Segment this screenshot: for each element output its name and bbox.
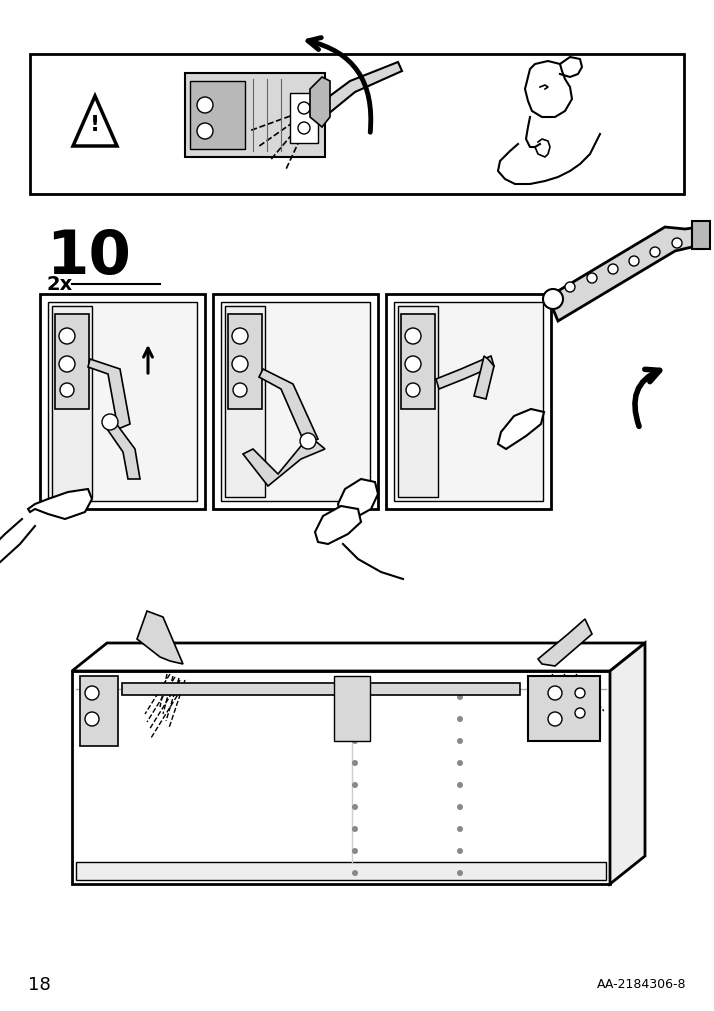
Polygon shape (259, 370, 318, 445)
Bar (290, 94, 318, 144)
Circle shape (298, 123, 310, 134)
Bar (80, 676, 118, 746)
Circle shape (457, 695, 463, 701)
Circle shape (650, 248, 660, 258)
Bar (72, 671, 610, 885)
Circle shape (197, 98, 213, 114)
Bar (52, 306, 92, 497)
Circle shape (672, 239, 682, 249)
Polygon shape (436, 357, 494, 389)
Circle shape (587, 274, 597, 284)
Polygon shape (538, 620, 592, 666)
Polygon shape (243, 440, 325, 486)
Bar (55, 314, 89, 409)
Bar (185, 74, 325, 158)
Bar (40, 295, 205, 510)
Bar (398, 306, 438, 497)
Circle shape (59, 357, 75, 373)
Circle shape (457, 716, 463, 722)
Circle shape (575, 688, 585, 699)
Circle shape (232, 357, 248, 373)
Bar (228, 314, 262, 409)
Circle shape (406, 383, 420, 397)
Polygon shape (72, 643, 645, 671)
Bar (528, 676, 600, 741)
Circle shape (575, 709, 585, 718)
Polygon shape (137, 612, 183, 664)
Circle shape (85, 713, 99, 726)
Bar (30, 55, 684, 195)
Polygon shape (315, 507, 361, 545)
Circle shape (233, 383, 247, 397)
Circle shape (352, 804, 358, 810)
Polygon shape (73, 97, 117, 147)
Circle shape (405, 357, 421, 373)
Circle shape (313, 105, 327, 119)
Circle shape (405, 329, 421, 345)
Circle shape (548, 713, 562, 726)
Circle shape (457, 804, 463, 810)
Circle shape (352, 716, 358, 722)
Polygon shape (88, 360, 130, 430)
Text: !: ! (90, 115, 100, 134)
Circle shape (352, 760, 358, 766)
Bar (122, 683, 347, 696)
Polygon shape (310, 78, 330, 127)
Circle shape (608, 265, 618, 275)
Circle shape (352, 783, 358, 789)
Polygon shape (28, 489, 92, 520)
Bar (190, 82, 245, 150)
Polygon shape (105, 423, 140, 479)
Bar (401, 314, 435, 409)
Circle shape (543, 290, 563, 309)
Circle shape (629, 257, 639, 267)
Circle shape (565, 283, 575, 293)
Circle shape (352, 870, 358, 877)
Circle shape (457, 738, 463, 744)
Circle shape (300, 434, 316, 450)
Text: 2x: 2x (46, 275, 72, 294)
Text: 10: 10 (46, 227, 131, 287)
Circle shape (457, 870, 463, 877)
Bar (225, 306, 265, 497)
Circle shape (60, 383, 74, 397)
Circle shape (352, 826, 358, 832)
Circle shape (457, 848, 463, 854)
Bar (333, 676, 370, 741)
Circle shape (352, 738, 358, 744)
Bar (76, 862, 606, 881)
Bar (357, 683, 520, 696)
Circle shape (232, 329, 248, 345)
Circle shape (102, 415, 118, 431)
Circle shape (59, 329, 75, 345)
Circle shape (197, 124, 213, 140)
Bar (48, 302, 197, 501)
Circle shape (85, 686, 99, 701)
Circle shape (548, 686, 562, 701)
Polygon shape (498, 409, 544, 450)
Text: AA-2184306-8: AA-2184306-8 (596, 978, 686, 991)
Polygon shape (338, 479, 378, 520)
Polygon shape (315, 63, 402, 120)
Polygon shape (548, 227, 705, 321)
Bar (394, 302, 543, 501)
Polygon shape (610, 643, 645, 885)
Bar (692, 221, 710, 250)
Polygon shape (474, 357, 494, 399)
Circle shape (457, 760, 463, 766)
Circle shape (352, 848, 358, 854)
Bar (386, 295, 551, 510)
Bar (221, 302, 370, 501)
Circle shape (457, 826, 463, 832)
Circle shape (457, 783, 463, 789)
Circle shape (298, 103, 310, 115)
Circle shape (352, 695, 358, 701)
Bar (213, 295, 378, 510)
Text: 18: 18 (28, 975, 51, 993)
